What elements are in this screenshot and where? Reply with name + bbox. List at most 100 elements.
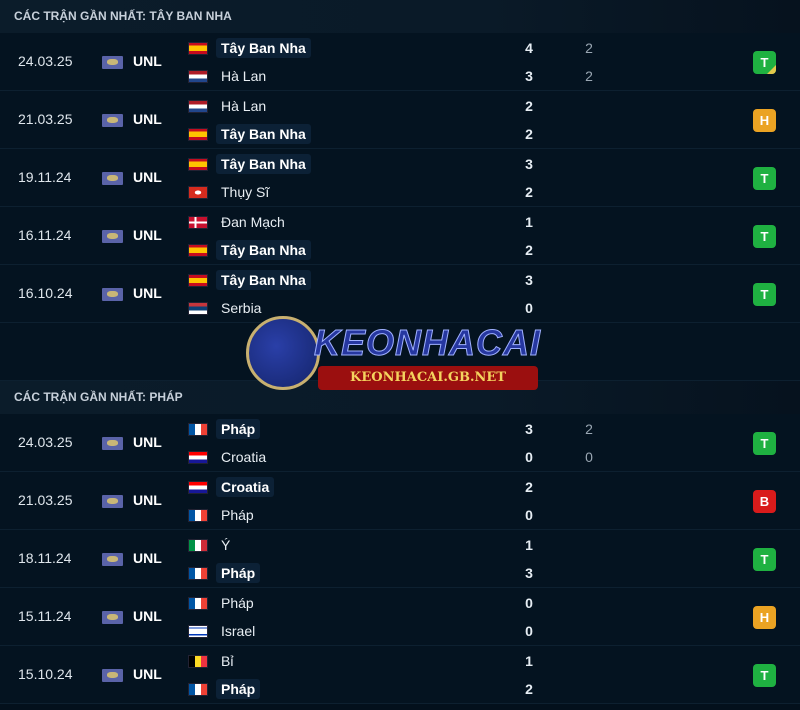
match-row[interactable]: 18.11.24 UNL Ý Pháp 1 3 T xyxy=(0,530,800,588)
home-team-name: Tây Ban Nha xyxy=(216,270,311,290)
match-row[interactable]: 16.10.24 UNL Tây Ban Nha Serbia 3 0 T xyxy=(0,265,800,323)
home-team[interactable]: Bỉ xyxy=(188,650,238,672)
soccer-ball-icon xyxy=(246,316,320,390)
home-team[interactable]: Hà Lan xyxy=(188,95,271,117)
spain-flag-icon xyxy=(188,157,208,171)
home-team[interactable]: Ý xyxy=(188,534,235,556)
spain-flag-icon xyxy=(188,41,208,55)
denmark-flag-icon xyxy=(188,215,208,229)
away-team-name: Israel xyxy=(221,623,256,639)
competition-name: UNL xyxy=(133,666,162,682)
away-team-name: Thụy Sĩ xyxy=(221,184,270,200)
away-score: 2 xyxy=(525,681,533,697)
competition-icon xyxy=(102,172,123,185)
home-score: 3 xyxy=(525,156,533,172)
result-badge: T xyxy=(753,432,776,455)
result-letter: T xyxy=(760,287,769,302)
competition-name: UNL xyxy=(133,608,162,624)
spain-flag-icon xyxy=(188,243,208,257)
away-team-name: Hà Lan xyxy=(221,68,267,84)
france-flag-icon xyxy=(188,422,208,436)
belgium-flag-icon xyxy=(188,654,208,668)
match-date: 21.03.25 xyxy=(18,111,73,127)
home-score: 1 xyxy=(525,214,533,230)
home-team-name: Tây Ban Nha xyxy=(216,154,311,174)
home-score: 1 xyxy=(525,653,533,669)
result-badge: T xyxy=(753,664,776,687)
match-row[interactable]: 24.03.25 UNL Pháp Croatia 3 0 2 0 T xyxy=(0,414,800,472)
match-row[interactable]: 21.03.25 UNL Hà Lan Tây Ban Nha 2 2 H xyxy=(0,91,800,149)
result-badge: T xyxy=(753,548,776,571)
away-score: 3 xyxy=(525,68,533,84)
italy-flag-icon xyxy=(188,538,208,552)
home-team[interactable]: Tây Ban Nha xyxy=(188,37,311,59)
section-title: CÁC TRẬN GẦN NHẤT: TÂY BAN NHA xyxy=(0,0,800,33)
match-row[interactable]: 21.03.25 UNL Croatia Pháp 2 0 B xyxy=(0,472,800,530)
result-badge: T xyxy=(753,167,776,190)
home-score: 0 xyxy=(525,595,533,611)
result-letter: B xyxy=(759,494,770,509)
competition-icon xyxy=(102,553,123,566)
away-team[interactable]: Tây Ban Nha xyxy=(188,239,311,261)
home-score: 2 xyxy=(525,479,533,495)
match-date: 15.11.24 xyxy=(18,608,72,624)
away-score: 0 xyxy=(525,449,533,465)
home-score: 4 xyxy=(525,40,533,56)
match-row[interactable]: 19.11.24 UNL Tây Ban Nha Thụy Sĩ 3 2 T xyxy=(0,149,800,207)
match-row[interactable]: 24.03.25 UNL Tây Ban Nha Hà Lan 4 3 2 2 … xyxy=(0,33,800,91)
match-date: 15.10.24 xyxy=(18,666,73,682)
home-team-name: Tây Ban Nha xyxy=(216,38,311,58)
watermark-logo: KEONHACAI KEONHACAI.GB.NET xyxy=(246,316,546,394)
home-score: 3 xyxy=(525,272,533,288)
competition-icon xyxy=(102,56,123,69)
result-badge: H xyxy=(753,109,776,132)
croatia-flag-icon xyxy=(188,450,208,464)
away-score: 0 xyxy=(525,300,533,316)
away-team[interactable]: Serbia xyxy=(188,297,266,319)
israel-flag-icon xyxy=(188,624,208,638)
home-team[interactable]: Pháp xyxy=(188,418,261,440)
away-secondary-score: 2 xyxy=(585,68,593,84)
home-team-name: Croatia xyxy=(216,477,275,497)
away-team[interactable]: Israel xyxy=(188,620,260,642)
away-team-name: Croatia xyxy=(221,449,267,465)
result-letter: T xyxy=(760,436,769,451)
competition-icon xyxy=(102,495,123,508)
match-row[interactable]: 15.10.24 UNL Bỉ Pháp 1 2 T xyxy=(0,646,800,704)
home-team[interactable]: Đan Mạch xyxy=(188,211,290,233)
competition-icon xyxy=(102,437,123,450)
away-score: 3 xyxy=(525,565,533,581)
match-row[interactable]: 15.11.24 UNL Pháp Israel 0 0 H xyxy=(0,588,800,646)
home-score: 3 xyxy=(525,421,533,437)
match-date: 24.03.25 xyxy=(18,434,73,450)
competition-name: UNL xyxy=(133,227,162,243)
away-score: 2 xyxy=(525,184,533,200)
away-team[interactable]: Pháp xyxy=(188,678,261,700)
away-team-name: Serbia xyxy=(221,300,262,316)
home-team[interactable]: Croatia xyxy=(188,476,275,498)
france-flag-icon xyxy=(188,508,208,522)
away-team-name: Pháp xyxy=(216,563,261,583)
away-score: 0 xyxy=(525,507,533,523)
watermark-brand: KEONHACAI xyxy=(313,322,542,364)
match-date: 24.03.25 xyxy=(18,53,73,69)
result-badge: T xyxy=(753,225,776,248)
result-badge: T xyxy=(753,283,776,306)
away-team[interactable]: Hà Lan xyxy=(188,65,271,87)
away-team-name: Pháp xyxy=(221,507,254,523)
home-team[interactable]: Pháp xyxy=(188,592,259,614)
competition-name: UNL xyxy=(133,169,162,185)
match-row[interactable]: 16.11.24 UNL Đan Mạch Tây Ban Nha 1 2 T xyxy=(0,207,800,265)
away-team[interactable]: Pháp xyxy=(188,504,259,526)
away-team[interactable]: Croatia xyxy=(188,446,271,468)
away-team[interactable]: Pháp xyxy=(188,562,261,584)
competition-name: UNL xyxy=(133,492,162,508)
away-team[interactable]: Thụy Sĩ xyxy=(188,181,274,203)
france-flag-icon xyxy=(188,596,208,610)
home-team[interactable]: Tây Ban Nha xyxy=(188,269,311,291)
france-flag-icon xyxy=(188,682,208,696)
home-score: 2 xyxy=(525,98,533,114)
home-team-name: Pháp xyxy=(216,419,261,439)
away-team[interactable]: Tây Ban Nha xyxy=(188,123,311,145)
home-team[interactable]: Tây Ban Nha xyxy=(188,153,311,175)
